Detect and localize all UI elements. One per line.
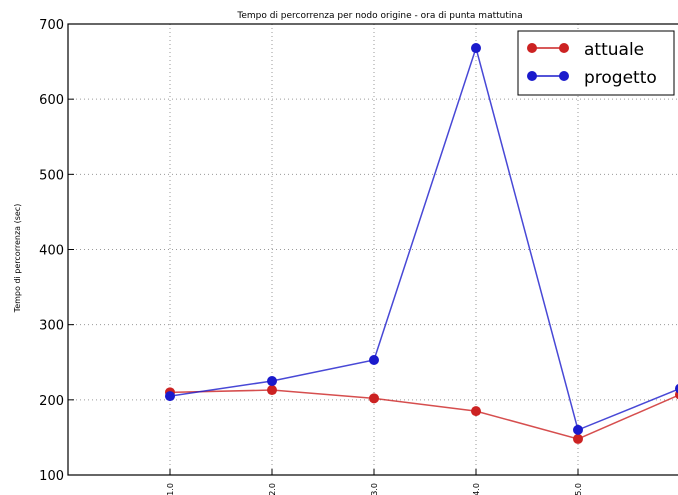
x-tick-label: 5.0 [574, 483, 583, 495]
legend-entry-progetto: progetto [527, 68, 657, 88]
legend-marker-progetto-left [527, 71, 537, 81]
legend-label-progetto: progetto [584, 68, 657, 88]
x-tick-label: 2.0 [268, 483, 277, 495]
data-point-progetto [369, 354, 379, 365]
series-layer [165, 43, 678, 444]
series-line-attuale [169, 389, 678, 440]
data-point-progetto [165, 391, 175, 402]
series-line-progetto [169, 45, 678, 431]
y-tick-label: 500 [39, 168, 64, 183]
legend-label-attuale: attuale [584, 40, 644, 60]
y-tick-label: 200 [39, 394, 64, 409]
data-point-attuale [573, 433, 583, 444]
series-attuale [165, 385, 678, 444]
plot-frame [67, 23, 678, 476]
legend-box [517, 30, 675, 96]
x-tick-label: 4.0 [472, 483, 481, 495]
data-point-progetto [573, 424, 583, 435]
axis-ticks: 100 200 300 400 500 600 700 1.0 2.0 3.0 4.0 5.0 [39, 18, 583, 495]
y-tick-label: 300 [39, 319, 64, 334]
data-point-progetto [675, 383, 678, 394]
chart-title: Tempo di percorrenza per nodo origine - … [236, 11, 522, 21]
data-point-progetto [471, 43, 481, 54]
legend-marker-attuale-left [527, 43, 537, 53]
legend-marker-progetto-right [559, 71, 569, 81]
legend-marker-attuale-right [559, 43, 569, 53]
y-tick-label: 400 [39, 244, 64, 259]
legend-entry-attuale: attuale [527, 40, 644, 60]
legend: attuale progetto [517, 30, 675, 96]
data-point-attuale [369, 393, 379, 404]
y-axis-label: Tempo di percorrenza (sec) [13, 204, 22, 314]
y-tick-label: 600 [39, 93, 64, 108]
x-tick-label: 1.0 [166, 483, 175, 495]
x-tick-label: 3.0 [370, 483, 379, 495]
data-point-attuale [267, 385, 277, 396]
data-point-progetto [267, 376, 277, 387]
data-point-attuale [471, 406, 481, 417]
series-progetto [165, 43, 678, 435]
y-tick-label: 700 [39, 18, 64, 33]
y-tick-label: 100 [39, 469, 64, 484]
